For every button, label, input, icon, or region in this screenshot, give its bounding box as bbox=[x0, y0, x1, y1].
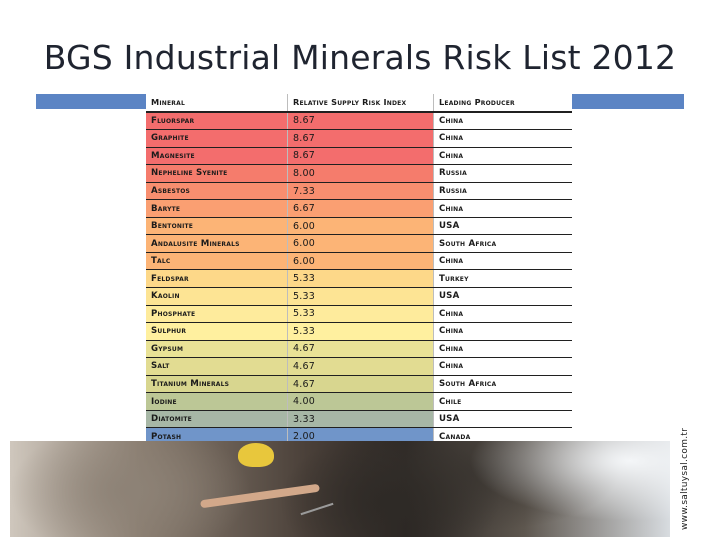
risk-index-cell: 8.00 bbox=[287, 164, 434, 183]
table-row: Andalusite Minerals 6.00 South Africa bbox=[146, 234, 572, 253]
mineral-cell: Iodine bbox=[146, 392, 288, 411]
table-row: Iodine 4.00 Chile bbox=[146, 392, 572, 411]
producer-cell: Russia bbox=[433, 164, 572, 183]
mineral-cell: Kaolin bbox=[146, 287, 288, 306]
risk-index-cell: 6.00 bbox=[287, 234, 434, 253]
table-row: Phosphate 5.33 China bbox=[146, 305, 572, 324]
risk-index-cell: 8.67 bbox=[287, 129, 434, 148]
producer-cell: China bbox=[433, 147, 572, 166]
table-row: Gypsum 4.67 China bbox=[146, 340, 572, 359]
mineral-cell: Talc bbox=[146, 252, 288, 271]
risk-index-cell: 4.67 bbox=[287, 357, 434, 376]
producer-cell: South Africa bbox=[433, 375, 572, 394]
producer-cell: USA bbox=[433, 287, 572, 306]
risk-index-cell: 6.00 bbox=[287, 217, 434, 236]
mineral-cell: Bentonite bbox=[146, 217, 288, 236]
banner-photo bbox=[10, 441, 670, 537]
risk-table-container: Mineral Relative Supply Risk Index Leadi… bbox=[146, 94, 572, 446]
table-row: Asbestos 7.33 Russia bbox=[146, 182, 572, 201]
mineral-cell: Feldspar bbox=[146, 269, 288, 289]
table-row: Fluorspar 8.67 China bbox=[146, 111, 572, 131]
header-supply-risk-index: Relative Supply Risk Index bbox=[287, 94, 434, 113]
table-row: Titanium Minerals 4.67 South Africa bbox=[146, 375, 572, 394]
table-body: Fluorspar 8.67 China Graphite 8.67 China Magne… bbox=[146, 111, 572, 446]
producer-cell: China bbox=[433, 357, 572, 376]
risk-index-cell: 6.67 bbox=[287, 199, 434, 218]
table-row: Sulphur 5.33 China bbox=[146, 322, 572, 341]
mineral-cell: Asbestos bbox=[146, 182, 288, 201]
mineral-cell: Andalusite Minerals bbox=[146, 234, 288, 253]
header-mineral: Mineral bbox=[146, 94, 288, 113]
table-row: Graphite 8.67 China bbox=[146, 129, 572, 148]
table-row: Diatomite 3.33 USA bbox=[146, 410, 572, 429]
risk-index-cell: 6.00 bbox=[287, 252, 434, 271]
mineral-cell: Fluorspar bbox=[146, 111, 288, 131]
mineral-cell: Titanium Minerals bbox=[146, 375, 288, 394]
table-row: Salt 4.67 China bbox=[146, 357, 572, 376]
risk-index-cell: 5.33 bbox=[287, 287, 434, 306]
mineral-cell: Nepheline Syenite bbox=[146, 164, 288, 183]
producer-cell: USA bbox=[433, 410, 572, 429]
mineral-cell: Salt bbox=[146, 357, 288, 376]
slide-title: BGS Industrial Minerals Risk List 2012 bbox=[43, 38, 677, 77]
producer-cell: China bbox=[433, 340, 572, 359]
header-leading-producer: Leading Producer bbox=[433, 94, 572, 113]
watermark-text: www.saltuysal.com.tr bbox=[680, 427, 690, 530]
table-row: Bentonite 6.00 USA bbox=[146, 217, 572, 236]
risk-index-cell: 5.33 bbox=[287, 322, 434, 341]
table-row: Nepheline Syenite 8.00 Russia bbox=[146, 164, 572, 183]
producer-cell: China bbox=[433, 305, 572, 324]
producer-cell: China bbox=[433, 322, 572, 341]
table-row: Kaolin 5.33 USA bbox=[146, 287, 572, 306]
risk-table: Mineral Relative Supply Risk Index Leadi… bbox=[146, 94, 572, 446]
side-band bbox=[670, 441, 700, 537]
risk-index-cell: 5.33 bbox=[287, 305, 434, 324]
producer-cell: Russia bbox=[433, 182, 572, 201]
producer-cell: China bbox=[433, 199, 572, 218]
producer-cell: Chile bbox=[433, 392, 572, 411]
mineral-cell: Baryte bbox=[146, 199, 288, 218]
risk-index-cell: 3.33 bbox=[287, 410, 434, 429]
mineral-cell: Diatomite bbox=[146, 410, 288, 429]
mineral-cell: Gypsum bbox=[146, 340, 288, 359]
producer-cell: USA bbox=[433, 217, 572, 236]
risk-index-cell: 8.67 bbox=[287, 111, 434, 131]
mineral-cell: Graphite bbox=[146, 129, 288, 148]
producer-cell: South Africa bbox=[433, 234, 572, 253]
risk-index-cell: 8.67 bbox=[287, 147, 434, 166]
producer-cell: China bbox=[433, 252, 572, 271]
producer-cell: Turkey bbox=[433, 269, 572, 289]
risk-index-cell: 7.33 bbox=[287, 182, 434, 201]
hard-hat-graphic bbox=[238, 443, 274, 467]
table-row: Baryte 6.67 China bbox=[146, 199, 572, 218]
risk-index-cell: 4.00 bbox=[287, 392, 434, 411]
producer-cell: China bbox=[433, 111, 572, 131]
mineral-cell: Magnesite bbox=[146, 147, 288, 166]
producer-cell: China bbox=[433, 129, 572, 148]
risk-index-cell: 4.67 bbox=[287, 340, 434, 359]
mineral-cell: Phosphate bbox=[146, 305, 288, 324]
mineral-cell: Sulphur bbox=[146, 322, 288, 341]
risk-index-cell: 5.33 bbox=[287, 269, 434, 289]
table-row: Feldspar 5.33 Turkey bbox=[146, 269, 572, 289]
table-row: Magnesite 8.67 China bbox=[146, 147, 572, 166]
risk-index-cell: 4.67 bbox=[287, 375, 434, 394]
table-header-row: Mineral Relative Supply Risk Index Leadi… bbox=[146, 94, 572, 113]
table-row: Talc 6.00 China bbox=[146, 252, 572, 271]
